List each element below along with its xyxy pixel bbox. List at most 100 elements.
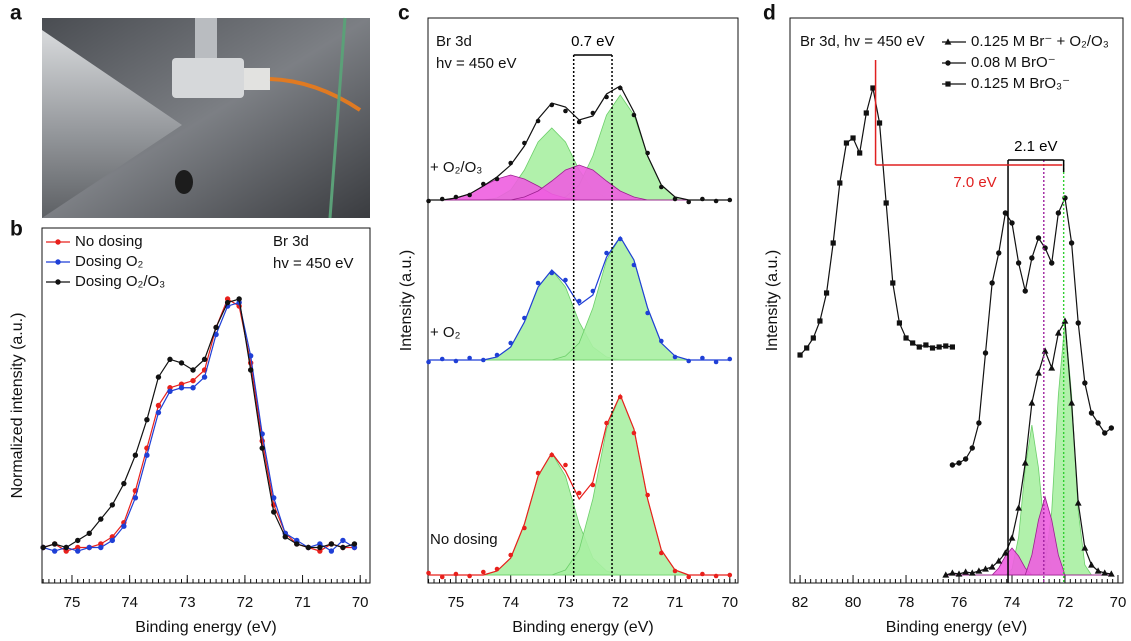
point — [155, 402, 162, 409]
point — [672, 354, 678, 360]
point — [522, 315, 527, 321]
annotation: hv = 450 eV — [273, 255, 353, 272]
point — [121, 480, 127, 487]
point — [51, 541, 58, 547]
x-tick-label: 70 — [352, 594, 369, 611]
point — [672, 196, 678, 202]
point — [982, 565, 989, 572]
point — [224, 299, 231, 306]
point — [1041, 347, 1049, 354]
point — [604, 94, 609, 100]
point — [645, 492, 650, 498]
legend-label: 0.125 M Br⁻ + O₂/O₃ — [971, 33, 1109, 50]
point — [247, 353, 254, 359]
point — [962, 568, 970, 575]
point — [481, 181, 486, 187]
point — [700, 355, 705, 361]
point — [617, 394, 623, 400]
point — [1075, 320, 1081, 326]
point — [439, 356, 445, 362]
x-tick-label: 78 — [898, 594, 915, 611]
point — [686, 199, 692, 205]
point — [1028, 399, 1036, 406]
photo: a — [10, 2, 370, 219]
point — [1035, 369, 1042, 376]
point — [508, 552, 514, 558]
nozzle-holder — [195, 18, 217, 63]
point — [563, 277, 568, 283]
point — [804, 345, 810, 351]
point — [167, 388, 173, 394]
point — [51, 548, 58, 554]
point — [590, 110, 596, 116]
point — [968, 569, 976, 576]
annotation: Br 3d — [436, 33, 472, 50]
annotation: hv = 450 eV — [436, 55, 516, 72]
point — [1002, 210, 1009, 216]
fitting — [244, 68, 270, 90]
cone — [42, 30, 182, 218]
point — [923, 342, 929, 348]
point — [201, 374, 208, 380]
x-tick-label: 71 — [667, 594, 684, 611]
point — [439, 196, 445, 202]
point — [962, 456, 969, 462]
point — [549, 452, 555, 458]
point — [271, 495, 277, 501]
point — [1054, 329, 1062, 336]
point — [1048, 364, 1056, 371]
point — [340, 544, 346, 551]
x-tick-label: 72 — [237, 594, 254, 611]
point — [948, 569, 956, 576]
y-axis-label: Intensity (a.u.) — [764, 250, 781, 351]
x-tick-label: 72 — [1057, 594, 1074, 611]
point — [155, 374, 162, 380]
point — [876, 120, 883, 126]
point — [903, 335, 909, 341]
point — [1061, 317, 1069, 324]
point — [1022, 288, 1028, 294]
point — [863, 110, 869, 116]
point — [167, 356, 173, 363]
series-line — [42, 301, 355, 552]
point — [121, 523, 127, 529]
x-tick-label: 71 — [294, 594, 311, 611]
point — [837, 180, 843, 186]
point — [1068, 399, 1076, 406]
x-tick-label: 75 — [448, 594, 465, 611]
point — [481, 357, 486, 363]
point — [713, 573, 719, 579]
point — [535, 280, 541, 286]
point — [1074, 499, 1082, 506]
point — [1035, 235, 1042, 241]
point — [282, 534, 288, 540]
annotation: + O₂ — [430, 324, 461, 341]
point — [508, 340, 514, 346]
point — [190, 377, 196, 384]
point — [982, 350, 989, 356]
bracket-label: 2.1 eV — [1014, 138, 1057, 155]
point — [843, 140, 850, 146]
x-axis-label: Binding energy (eV) — [512, 619, 653, 636]
point — [144, 417, 150, 423]
point — [850, 135, 856, 141]
point — [890, 280, 896, 286]
point — [617, 85, 623, 91]
panel-label: c — [398, 2, 410, 25]
point — [426, 198, 431, 204]
point — [1088, 410, 1095, 416]
point — [259, 445, 265, 451]
point — [1081, 544, 1089, 551]
point — [955, 570, 963, 577]
legend-marker — [944, 38, 952, 45]
point — [995, 557, 1003, 564]
point — [328, 541, 335, 547]
point — [1094, 567, 1102, 574]
point — [155, 409, 162, 416]
x-axis-label: Binding energy (eV) — [135, 619, 276, 636]
point — [132, 452, 139, 458]
point — [426, 359, 431, 365]
point — [453, 194, 459, 200]
point — [535, 470, 541, 476]
